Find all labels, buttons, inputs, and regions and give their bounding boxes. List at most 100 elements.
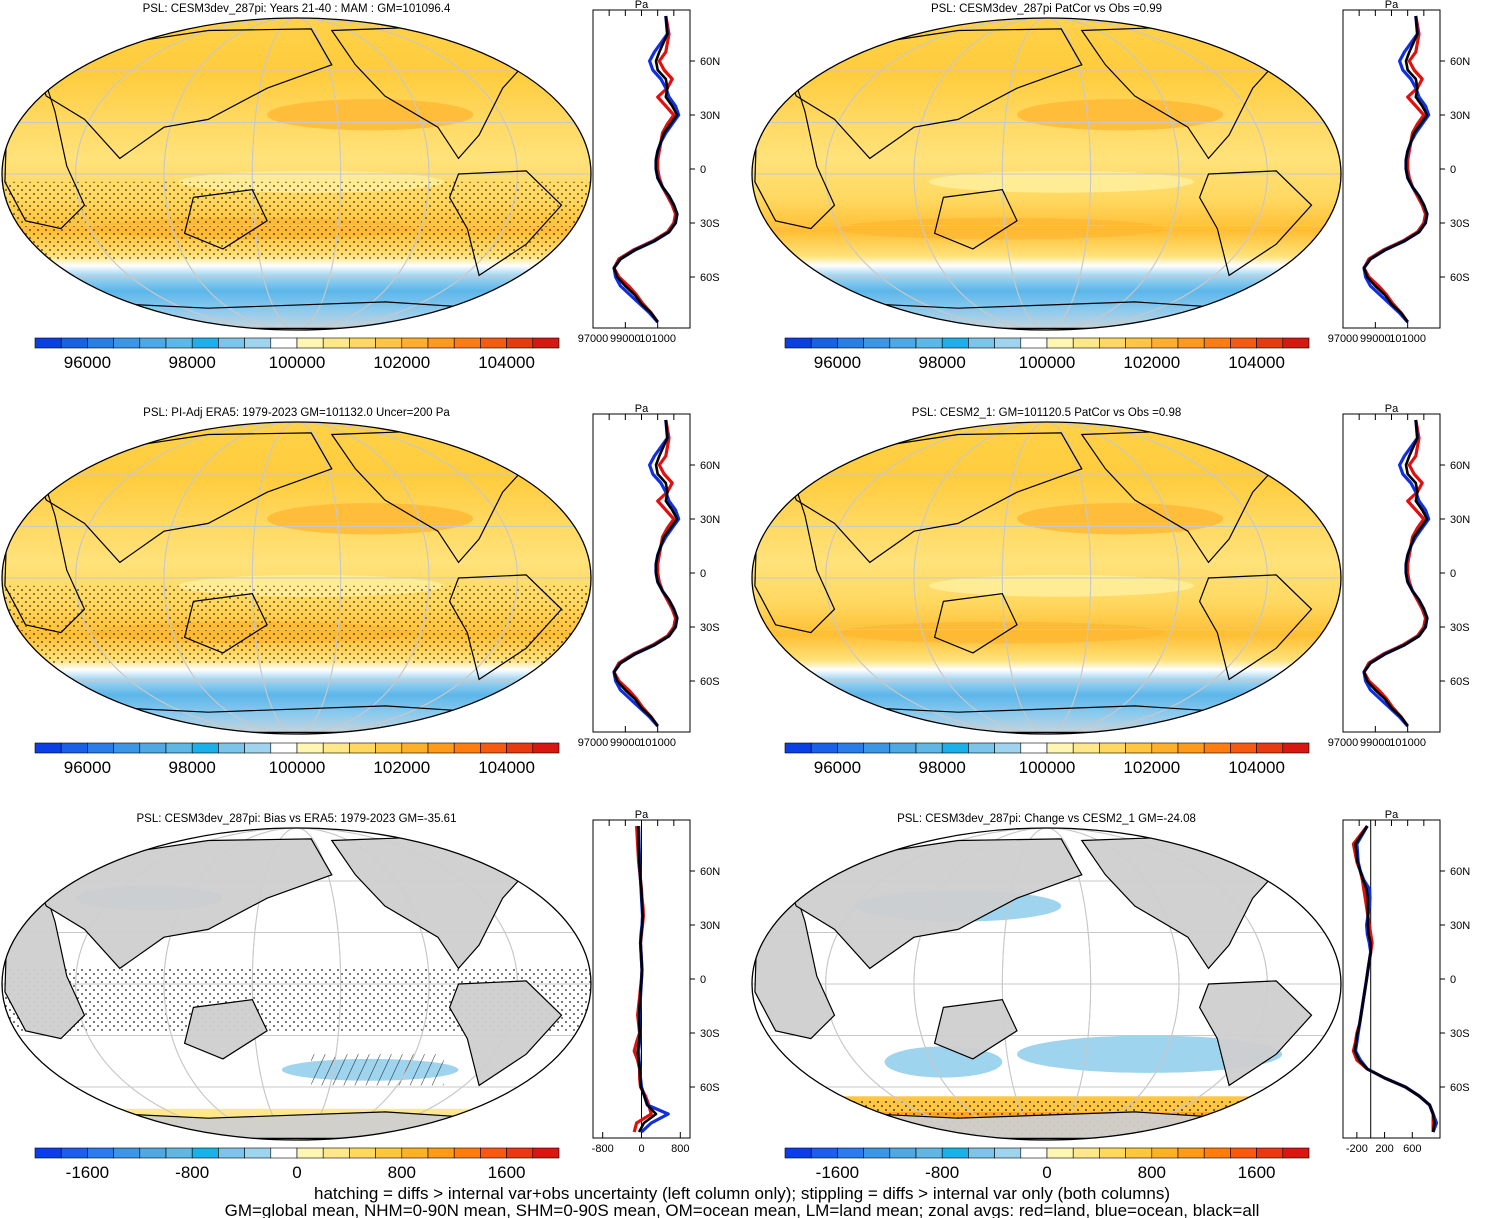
colorbar-swatch xyxy=(113,1147,141,1159)
colorbar-swatch xyxy=(889,742,917,754)
map-field xyxy=(752,422,1341,734)
zonal-x-label: 600 xyxy=(1403,1143,1421,1155)
colorbar-swatch xyxy=(1046,742,1074,754)
colorbar-label: -1600 xyxy=(66,1163,109,1182)
panel-title: PSL: CESM2_1: GM=101120.5 PatCor vs Obs … xyxy=(912,407,1182,419)
zonal-series-all xyxy=(612,419,679,727)
continent-outline xyxy=(933,998,1018,1060)
colorbar-swatch xyxy=(322,337,350,349)
colorbar-swatch xyxy=(322,1147,350,1159)
colorbar-swatch xyxy=(191,742,219,754)
zonal-lat-label: 60N xyxy=(1450,56,1470,68)
panel-title: PSL: CESM3dev_287pi PatCor vs Obs =0.99 xyxy=(931,3,1162,15)
colorbar-label: 102000 xyxy=(373,353,430,372)
colorbar-swatch xyxy=(270,742,298,754)
colorbar-label: 102000 xyxy=(373,758,430,777)
continent-outline xyxy=(183,188,268,250)
graticule-meridian xyxy=(1001,828,1092,1140)
zonal-series-ocean xyxy=(612,419,681,728)
zonal-x-label: 99000 xyxy=(610,333,641,345)
continent-outline xyxy=(933,188,1018,250)
colorbar-swatch xyxy=(1020,337,1048,349)
colorbar-swatch xyxy=(427,1147,455,1159)
colorbar-swatch xyxy=(1230,742,1257,754)
colorbar: 96000 98000 100000 102000 104000 xyxy=(34,742,560,777)
zonal-lat-label: 60N xyxy=(700,866,720,878)
continent-outline xyxy=(1198,574,1313,681)
colorbar: 96000 98000 100000 102000 104000 xyxy=(784,337,1310,372)
colorbar-swatch xyxy=(375,1147,403,1159)
colorbar-label: 102000 xyxy=(1123,353,1180,372)
colorbar-swatch xyxy=(810,337,838,349)
colorbar: -1600 -800 0 800 1600 xyxy=(784,1147,1310,1182)
zonal-lat-label: 60S xyxy=(1450,1082,1470,1094)
colorbar-swatch xyxy=(427,337,455,349)
zonal-series-all xyxy=(612,15,679,323)
zonal-lat-label: 60S xyxy=(1450,272,1470,284)
colorbar-swatch xyxy=(1046,1147,1074,1159)
colorbar-label: -800 xyxy=(175,1163,209,1182)
graticule-meridian xyxy=(251,422,342,734)
colorbar-label: 104000 xyxy=(1228,353,1285,372)
colorbar-label: 104000 xyxy=(478,353,535,372)
zonal-x-label: 200 xyxy=(1375,1143,1393,1155)
colorbar-label: 1600 xyxy=(488,1163,526,1182)
zonal-lat-label: 30S xyxy=(1450,1028,1470,1040)
colorbar-swatch xyxy=(1177,1147,1205,1159)
zonal-series-ocean xyxy=(1362,419,1431,728)
colorbar-swatch xyxy=(1151,337,1179,349)
zonal-lat-label: 30S xyxy=(1450,622,1470,634)
colorbar-swatch xyxy=(165,1147,193,1159)
colorbar-label: 1600 xyxy=(1238,1163,1276,1182)
zonal-unit: Pa xyxy=(1385,809,1399,821)
zonal-x-label: 97000 xyxy=(1328,737,1359,749)
colorbar-swatch xyxy=(915,1147,943,1159)
colorbar-swatch xyxy=(1125,1147,1153,1159)
colorbar-swatch xyxy=(1072,337,1100,349)
continent-outline xyxy=(448,980,563,1087)
colorbar-swatch xyxy=(34,742,62,754)
colorbar-swatch xyxy=(296,1147,324,1159)
colorbar-label: 98000 xyxy=(919,353,966,372)
colorbar-swatch xyxy=(1203,742,1231,754)
colorbar-swatch xyxy=(1256,337,1284,349)
colorbar-label: 102000 xyxy=(1123,758,1180,777)
zonal-series-ocean xyxy=(636,825,670,1134)
colorbar-swatch xyxy=(113,742,141,754)
panel-p6: PSL: CESM3dev_287pi: Change vs CESM2_1 G… xyxy=(751,809,1470,1182)
map-border xyxy=(1,827,592,1141)
continent-outline xyxy=(1198,980,1313,1087)
zonal-x-label: 99000 xyxy=(1360,333,1391,345)
panel-title: PSL: CESM3dev_287pi: Change vs CESM2_1 G… xyxy=(897,813,1196,825)
continent-outline xyxy=(780,28,1083,160)
colorbar-swatch xyxy=(296,337,324,349)
negative-anomaly xyxy=(1017,1035,1283,1073)
colorbar-swatch xyxy=(1072,742,1100,754)
zonal-lat-label: 60N xyxy=(1450,866,1470,878)
zonal-lat-label: 30S xyxy=(700,1028,720,1040)
zonal-series-land xyxy=(612,419,678,727)
colorbar-label: 800 xyxy=(1138,1163,1166,1182)
colorbar-swatch xyxy=(941,337,969,349)
colorbar-swatch xyxy=(941,1147,969,1159)
zonal-series-ocean xyxy=(1362,15,1431,324)
colorbar-label: -800 xyxy=(925,1163,959,1182)
colorbar-label: 96000 xyxy=(814,353,861,372)
zonal-series-land xyxy=(1362,419,1428,727)
zonal-lat-label: 30S xyxy=(1450,218,1470,230)
panel-p2: PSL: CESM3dev_287pi PatCor vs Obs =0.99 9… xyxy=(751,0,1470,372)
colorbar-swatch xyxy=(1177,742,1205,754)
zonal-unit: Pa xyxy=(635,0,649,11)
continent-outline xyxy=(933,592,1018,654)
colorbar-label: 800 xyxy=(388,1163,416,1182)
zonal-lat-label: 60N xyxy=(1450,460,1470,472)
colorbar-swatch xyxy=(270,337,298,349)
colorbar-swatch xyxy=(60,337,88,349)
colorbar-swatch xyxy=(349,1147,376,1159)
zonal-lat-label: 0 xyxy=(700,164,706,176)
stippling xyxy=(2,181,591,260)
continent-outline xyxy=(780,432,1083,564)
map-field xyxy=(2,422,591,734)
colorbar-swatch xyxy=(915,742,943,754)
colorbar-swatch xyxy=(1020,1147,1048,1159)
